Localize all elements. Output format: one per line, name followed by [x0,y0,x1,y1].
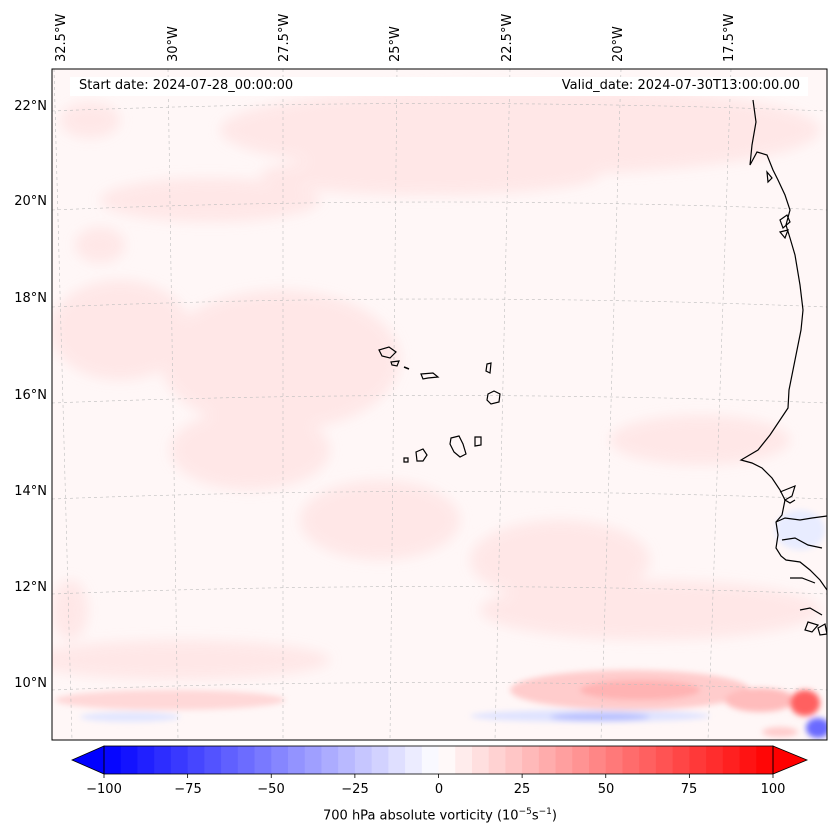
colorbar-tick-label: 0 [434,782,444,797]
colorbar-segment [538,746,557,774]
lat-label-16n: 16°N [14,388,47,403]
colorbar-segment [338,746,356,774]
lon-label-25w: 25°W [388,26,403,62]
colorbar-max-extension [772,745,809,775]
colorbar-segment [522,746,540,774]
lon-label-17-5w: 17.5°W [722,13,737,62]
lon-label-22-5w: 22.5°W [500,13,515,62]
colorbar-segment [405,746,423,774]
colorbar-tick-label: 100 [760,782,786,797]
colorbar-segment [722,746,741,774]
vorticity-field [52,85,827,738]
colorbar-segment [672,746,690,774]
coastline [378,99,827,636]
colorbar-segment [689,746,707,774]
colorbar-title: 700 hPa absolute vorticity (10−5s−1) [0,807,837,823]
colorbar-tick-label: 75 [680,782,698,797]
colorbar-tick-label: −25 [341,782,369,797]
colorbar-segment [321,746,339,774]
colorbar-segment [204,746,222,774]
lat-label-22n: 22°N [14,99,47,114]
colorbar-segment [471,746,490,774]
colorbar-segment [137,746,155,774]
colorbar-segment [455,746,473,774]
colorbar-tick-label: 50 [597,782,615,797]
lat-label-10n: 10°N [14,676,47,691]
colorbar-segment [104,746,122,774]
colorbar-min-extension [71,745,105,775]
colorbar-segment [237,746,256,774]
lon-label-30w: 30°W [166,26,181,62]
colorbar-segment [706,746,724,774]
lon-label-20w: 20°W [611,26,626,62]
colorbar-title-suffix: ) [551,808,557,824]
lat-label-12n: 12°N [14,580,47,595]
colorbar [71,745,809,778]
colorbar-segment [271,746,289,774]
start-date-label: Start date: 2024-07-28_00:00:00 [79,78,294,93]
colorbar-segment [555,746,573,774]
lat-label-18n: 18°N [14,291,47,306]
colorbar-segment [739,746,757,774]
colorbar-tick-label: −100 [86,782,122,797]
colorbar-tick-label: −50 [257,782,285,797]
colorbar-segment [170,746,189,774]
lon-label-27-5w: 27.5°W [277,13,292,62]
colorbar-segment [488,746,507,774]
valid-date-label: Valid_date: 2024-07-30T13:00:00.00 [561,78,800,93]
colorbar-segment [505,746,523,774]
colorbar-title-unit: s [531,808,539,824]
colorbar-segment [639,746,657,774]
colorbar-title-exp2: −1 [538,807,552,817]
colorbar-title-exp1: −5 [518,807,532,817]
colorbar-segment [221,746,239,774]
colorbar-segment [622,746,640,774]
colorbar-segment [438,746,456,774]
colorbar-tick-label: 25 [513,782,531,797]
colorbar-segment [589,746,607,774]
colorbar-segment [756,746,774,774]
colorbar-segment [120,746,139,774]
colorbar-segment [354,746,373,774]
lon-label-32-5w: 32.5°W [54,13,69,62]
colorbar-segment [421,746,440,774]
colorbar-segment [154,746,172,774]
colorbar-segment [304,746,323,774]
colorbar-segment [655,746,674,774]
graticule [52,69,827,740]
colorbar-segment [371,746,389,774]
date-banner [70,77,808,96]
map-frame [51,68,828,741]
colorbar-segment [388,746,406,774]
colorbar-segment [605,746,624,774]
colorbar-segment [572,746,590,774]
colorbar-segment [187,746,205,774]
colorbar-tick-label: −75 [174,782,202,797]
lat-label-20n: 20°N [14,194,47,209]
colorbar-segment [254,746,272,774]
colorbar-title-prefix: 700 hPa absolute vorticity (10 [323,808,519,824]
lat-label-14n: 14°N [14,484,47,499]
colorbar-segment [287,746,306,774]
